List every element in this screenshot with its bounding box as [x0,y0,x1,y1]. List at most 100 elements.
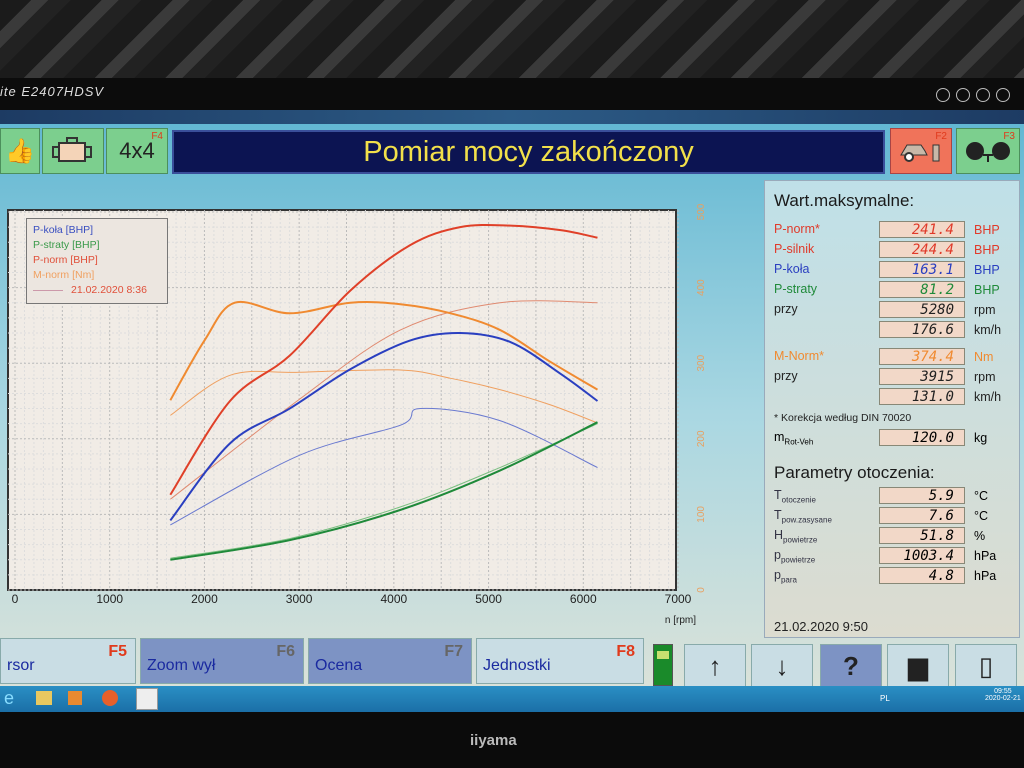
monitor-button[interactable] [976,88,990,102]
results-panel: Wart.maksymalne: P-norm* 241.4 BHP P-silnik… [764,180,1020,638]
ambient-row: ppara 4.8 hPa [774,567,1014,585]
row-unit: hPa [974,569,997,583]
ok-button[interactable]: 👍 [0,128,40,174]
language-indicator[interactable]: PL [880,694,890,703]
row-value: 176.6 [879,321,965,338]
x-tick-label: 2000 [191,592,218,606]
button-label: Ocena [315,657,363,674]
page-title: Pomiar mocy zakończony [172,130,885,174]
folder-icon[interactable] [36,691,52,705]
row-value: 163.1 [879,261,965,278]
fkey-label: F6 [276,643,295,660]
row-value: 5280 [879,301,965,318]
row-label-main: p [774,548,781,562]
x-tick-label: 1000 [96,592,123,606]
mass-unit: kg [974,431,988,445]
row-label: P-silnik [774,242,815,256]
arrow-down-button[interactable]: ↓ [751,644,813,688]
car-lift-button[interactable]: F2 [890,128,952,174]
media-player-icon[interactable] [68,691,82,705]
series-line-2 [169,331,599,522]
row-label: ppara [774,568,797,585]
button-label: Jednostki [483,657,551,674]
arrow-down-icon: ↓ [775,650,789,681]
row-label: przy [774,369,798,383]
row-label-sub: powietrze [780,555,816,565]
legend-item: M-norm [Nm] [33,269,95,281]
exit-door-button[interactable]: ▯ [955,644,1017,688]
mass-label: m [774,430,785,444]
row-label: ppowietrze [774,548,815,565]
function-button-f6[interactable]: Zoom wył F6 [140,638,304,684]
fkey-label: F7 [444,643,463,660]
row-label-sub: otoczenie [781,495,816,505]
max-value-row: P-straty 81.2 BHP [774,281,1014,299]
series-line-1 [169,223,598,496]
legend-item: P-norm [BHP] [33,254,98,266]
correction-note: * Korekcja według DIN 70020 [774,412,912,424]
row-label: P-koła [774,262,810,276]
engine-button[interactable] [42,128,104,174]
function-button-f8[interactable]: Jednostki F8 [476,638,644,684]
row-label-main: T [774,488,782,502]
row-unit: rpm [974,303,996,317]
max-values-heading: Wart.maksymalne: [774,191,915,210]
monitor-button[interactable] [936,88,950,102]
car-lift-icon [900,144,940,162]
row-label: Totoczenie [774,488,816,505]
legend-reference-run: 21.02.2020 8:36 [33,283,161,298]
function-button-f5[interactable]: rsor F5 [0,638,136,684]
row-value: 5.9 [879,487,965,504]
row-label-sub: pow.zasysane [781,515,832,525]
firefox-icon[interactable] [102,690,118,706]
series-line-5 [170,407,598,526]
row-value: 51.8 [879,527,965,544]
background-foam-wall [0,0,1024,80]
row-value: 241.4 [879,221,965,238]
fkey-label: F4 [151,131,163,142]
window-titlebar [0,110,1024,124]
4x4-button[interactable]: 4x4 F4 [106,128,168,174]
chart-legend: P-koła [BHP] P-straty [BHP] P-norm [BHP]… [26,218,168,304]
row-unit: °C [974,489,989,503]
monitor-button[interactable] [996,88,1010,102]
ambient-row: Hpowietrze 51.8% [774,527,1014,545]
printer-button[interactable]: ▆ [887,644,949,688]
y-right-tick-label: 300 [696,354,707,371]
help-button[interactable]: ? [820,644,882,688]
mass-sub: Rot-Veh [784,437,814,447]
max-value-row: przy 3915 rpm [774,368,1014,386]
clock[interactable]: 09:55 2020-02-21 [985,688,1021,702]
row-unit: hPa [974,549,997,563]
row-value: 81.2 [879,281,965,298]
axle-button[interactable]: F3 [956,128,1020,174]
x-tick-label: 0 [12,592,19,606]
series-line-4 [170,369,598,424]
monitor-brand-logo: iiyama [470,732,517,749]
max-value-row: 176.6 km/h [774,321,1014,339]
row-unit: Nm [974,350,994,364]
monitor-button[interactable] [956,88,970,102]
x-axis-label: n [rpm] [665,615,696,626]
internet-explorer-icon[interactable]: e [4,688,15,708]
clock-date: 2020-02-21 [985,695,1021,702]
arrow-up-button[interactable]: ↑ [684,644,746,688]
status-indicator [653,644,673,686]
row-unit: BHP [974,223,1000,237]
row-unit: % [974,529,986,543]
row-label-main: p [774,568,781,582]
series-line-0 [169,300,599,401]
clock-time: 09:55 [994,688,1012,695]
monitor-bezel-bottom [0,712,1024,768]
ambient-row: Totoczenie 5.9 °C [774,487,1014,505]
reference-run-date: 21.02.2020 8:36 [71,284,147,296]
row-unit: BHP [974,263,1000,277]
max-value-row: P-silnik 244.4 BHP [774,241,1014,259]
monitor-model-label: ite E2407HDSV [0,84,105,99]
function-button-f7[interactable]: Ocena F7 [308,638,472,684]
row-value: 3915 [879,368,965,385]
dyno-app-icon[interactable] [136,688,158,710]
x-tick-label: 5000 [475,592,502,606]
row-unit: °C [974,509,989,523]
row-value: 1003.4 [879,547,965,564]
